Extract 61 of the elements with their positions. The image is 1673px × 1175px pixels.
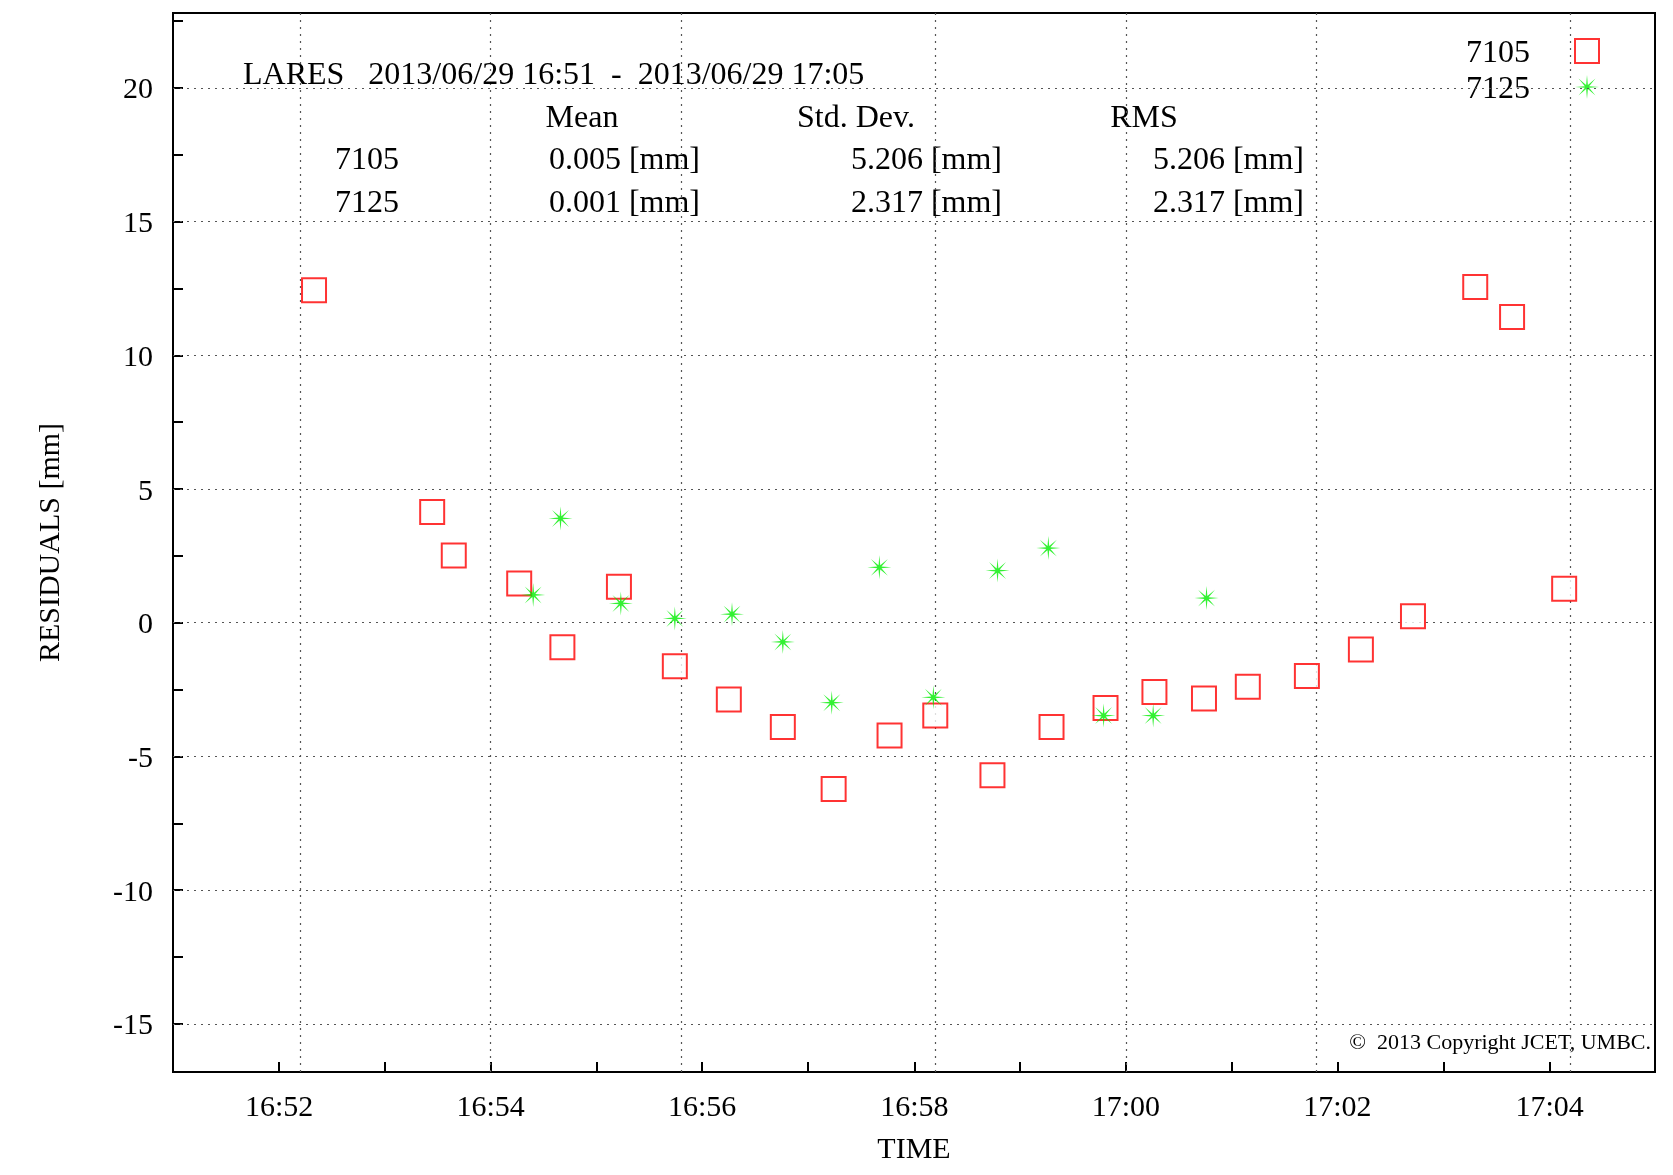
point xyxy=(1347,636,1374,663)
point xyxy=(1551,575,1578,602)
point xyxy=(819,690,844,715)
point xyxy=(1091,703,1116,728)
x-tick-label: 16:58 xyxy=(880,1088,949,1122)
point xyxy=(506,570,533,597)
point xyxy=(549,634,576,661)
x-tick-label: 16:54 xyxy=(456,1088,525,1122)
point xyxy=(419,499,446,526)
y-axis-title: RESIDUALS [mm] xyxy=(31,422,65,663)
y-tick-label: 0 xyxy=(138,606,153,640)
point xyxy=(1038,714,1065,741)
y-tick-label: 15 xyxy=(123,205,153,239)
legend-label: 7125 xyxy=(1466,69,1530,105)
y-tick-label: 20 xyxy=(123,71,153,105)
point xyxy=(605,573,632,600)
x-axis-title: TIME xyxy=(877,1130,951,1164)
x-tick-label: 17:02 xyxy=(1303,1088,1372,1122)
y-tick-label: -15 xyxy=(113,1007,153,1041)
y-tick-label: -5 xyxy=(128,739,153,773)
y-tick-label: -10 xyxy=(113,873,153,907)
x-tick-label: 17:00 xyxy=(1091,1088,1161,1122)
point xyxy=(1462,274,1489,301)
point xyxy=(661,653,688,680)
point xyxy=(715,686,742,713)
x-tick-label: 16:56 xyxy=(667,1088,737,1122)
annotation: 0.005 [mm] xyxy=(548,140,700,176)
annotation: Mean xyxy=(545,98,619,134)
annotation: 2.317 [mm] xyxy=(1152,183,1304,219)
point xyxy=(769,714,796,741)
point xyxy=(867,555,892,580)
point xyxy=(1190,685,1217,712)
point xyxy=(922,702,949,729)
point xyxy=(1141,678,1168,705)
annotation: 7125 xyxy=(335,183,399,219)
point xyxy=(985,558,1010,583)
x-tick-label: 16:52 xyxy=(244,1088,314,1122)
annotation: RMS xyxy=(1110,98,1178,134)
point xyxy=(820,776,847,803)
annotation: © 2013 Copyright JCET, UMBC. xyxy=(1349,1028,1651,1054)
point xyxy=(1499,304,1526,331)
point xyxy=(1234,673,1261,700)
annotation: 5.206 [mm] xyxy=(1152,140,1304,176)
point xyxy=(921,685,946,710)
legend-label: 7105 xyxy=(1466,33,1530,69)
point xyxy=(301,277,328,304)
point xyxy=(1293,662,1320,689)
point xyxy=(1399,603,1426,630)
y-tick-label: 5 xyxy=(138,472,153,506)
annotation: 7105 xyxy=(335,140,399,176)
point xyxy=(979,762,1006,789)
point xyxy=(440,542,467,569)
point xyxy=(876,722,903,749)
y-tick-label: 10 xyxy=(123,338,153,372)
annotation: 5.206 [mm] xyxy=(850,140,1002,176)
point xyxy=(548,506,573,531)
annotation: 0.001 [mm] xyxy=(548,183,700,219)
text: LARES 2013/06/29 16:51 - 2013/06/29 17:05 xyxy=(243,55,865,91)
annotation: 2.317 [mm] xyxy=(850,183,1002,219)
annotation: Std. Dev. xyxy=(797,98,915,134)
x-tick-label: 17:04 xyxy=(1515,1088,1584,1122)
